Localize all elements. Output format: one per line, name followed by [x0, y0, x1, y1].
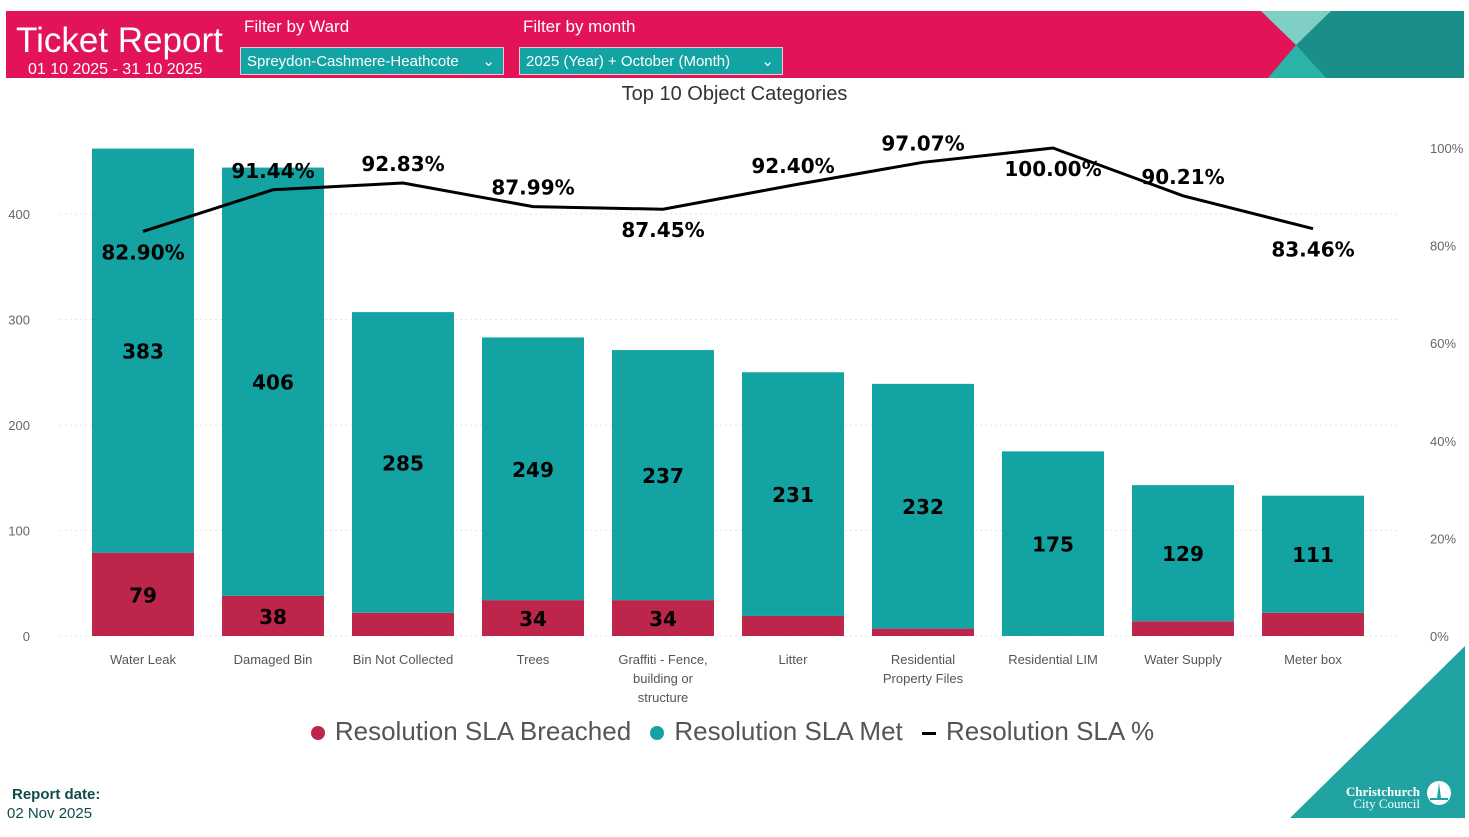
met-data-label: 232: [902, 495, 944, 519]
y2-tick-label: 100%: [1430, 141, 1464, 156]
met-data-label: 406: [252, 371, 294, 395]
legend-item-met[interactable]: Resolution SLA Met: [650, 716, 906, 746]
ward-filter-label: Filter by Ward: [244, 17, 350, 36]
bar-met: [352, 312, 454, 613]
bar-breached: [612, 600, 714, 636]
report-date-label: Report date:: [12, 786, 101, 803]
sla-pct-label: 92.40%: [751, 154, 834, 178]
chevron-down-icon: ⌄: [482, 53, 495, 70]
y-tick-label: 400: [8, 207, 30, 222]
sla-pct-label: 92.83%: [361, 152, 444, 176]
header-decoration: [1261, 11, 1464, 78]
legend: Resolution SLA Breached Resolution SLA M…: [0, 716, 1469, 747]
category-label: Meter box: [1284, 652, 1342, 667]
met-data-label: 111: [1292, 543, 1334, 567]
date-range: 01 10 2025 - 31 10 2025: [28, 61, 203, 78]
y2-tick-label: 40%: [1430, 434, 1456, 449]
met-dot-icon: [650, 726, 665, 741]
header-banner: Ticket Report 01 10 2025 - 31 10 2025 Fi…: [6, 11, 1464, 78]
category-label: Bin Not Collected: [353, 652, 453, 667]
y-tick-label: 200: [8, 418, 30, 433]
met-data-label: 175: [1032, 533, 1074, 557]
bar-breached: [222, 595, 324, 636]
bar-met: [1132, 485, 1234, 622]
line-icon: [922, 731, 936, 735]
sla-pct-label: 82.90%: [101, 240, 184, 264]
category-label: Graffiti - Fence,: [618, 652, 707, 667]
legend-item-breached[interactable]: Resolution SLA Breached: [310, 716, 635, 746]
cathedral-icon: [1427, 781, 1451, 805]
bar-breached: [482, 600, 584, 636]
category-label: Litter: [779, 652, 809, 667]
sla-pct-label: 97.07%: [881, 131, 964, 155]
sla-pct-label: 91.44%: [231, 159, 314, 183]
report-date: 02 Nov 2025: [7, 805, 93, 822]
category-label: Property Files: [883, 671, 964, 686]
bar-met: [612, 350, 714, 601]
bar-met: [742, 372, 844, 616]
sla-pct-label: 83.46%: [1271, 238, 1354, 262]
bar-breached: [742, 615, 844, 636]
met-data-label: 249: [512, 458, 554, 482]
bar-met: [222, 167, 324, 596]
ward-filter-dropdown[interactable]: Spreydon-Cashmere-Heathcote ⌄: [240, 47, 504, 75]
month-filter-label: Filter by month: [523, 17, 636, 36]
month-filter-dropdown[interactable]: 2025 (Year) + October (Month) ⌄: [519, 47, 783, 75]
sla-pct-line: [142, 146, 1314, 233]
met-data-label: 285: [382, 451, 424, 475]
bar-breached: [92, 552, 194, 636]
y-tick-label: 300: [8, 313, 30, 328]
bar-met: [1262, 495, 1364, 613]
breached-data-label: 34: [649, 607, 677, 631]
breached-data-label: 38: [259, 605, 287, 629]
category-label: Water Leak: [110, 652, 176, 667]
bar-breached: [872, 628, 974, 636]
bar-breached: [1132, 621, 1234, 636]
y-tick-label: 100: [8, 524, 30, 539]
chart-title: Top 10 Object Categories: [621, 83, 848, 105]
sla-pct-label: 87.45%: [621, 218, 704, 242]
bar-met: [92, 148, 194, 553]
met-data-label: 129: [1162, 542, 1204, 566]
report-title: Ticket Report: [16, 21, 223, 60]
met-data-label: 231: [772, 483, 814, 507]
breached-dot-icon: [310, 726, 325, 741]
y2-tick-label: 0%: [1430, 629, 1449, 644]
y-tick-label: 0: [23, 629, 30, 644]
breached-data-label: 34: [519, 607, 547, 631]
ward-filter-value: Spreydon-Cashmere-Heathcote: [247, 53, 459, 70]
category-label: building or: [633, 671, 694, 686]
bar-met: [482, 337, 584, 601]
sla-pct-label: 90.21%: [1141, 165, 1224, 189]
category-label: Damaged Bin: [234, 652, 313, 667]
category-label: Residential LIM: [1008, 652, 1098, 667]
month-filter-value: 2025 (Year) + October (Month): [526, 53, 731, 70]
bar-breached: [1262, 612, 1364, 636]
chevron-down-icon: ⌄: [761, 53, 774, 70]
y2-tick-label: 60%: [1430, 336, 1456, 351]
category-label: Trees: [517, 652, 550, 667]
sla-pct-label: 100.00%: [1004, 157, 1101, 181]
bar-met: [872, 383, 974, 629]
y2-tick-label: 80%: [1430, 239, 1456, 254]
bar-breached: [352, 612, 454, 636]
met-data-label: 237: [642, 464, 684, 488]
category-label: structure: [638, 690, 689, 705]
bar-met: [1002, 451, 1104, 636]
legend-item-sla-pct[interactable]: Resolution SLA %: [922, 716, 1158, 746]
sla-pct-label: 87.99%: [491, 176, 574, 200]
y2-tick-label: 20%: [1430, 531, 1456, 546]
breached-data-label: 79: [129, 583, 157, 607]
met-data-label: 383: [122, 340, 164, 364]
category-label: Water Supply: [1144, 652, 1222, 667]
category-label: Residential: [891, 652, 955, 667]
